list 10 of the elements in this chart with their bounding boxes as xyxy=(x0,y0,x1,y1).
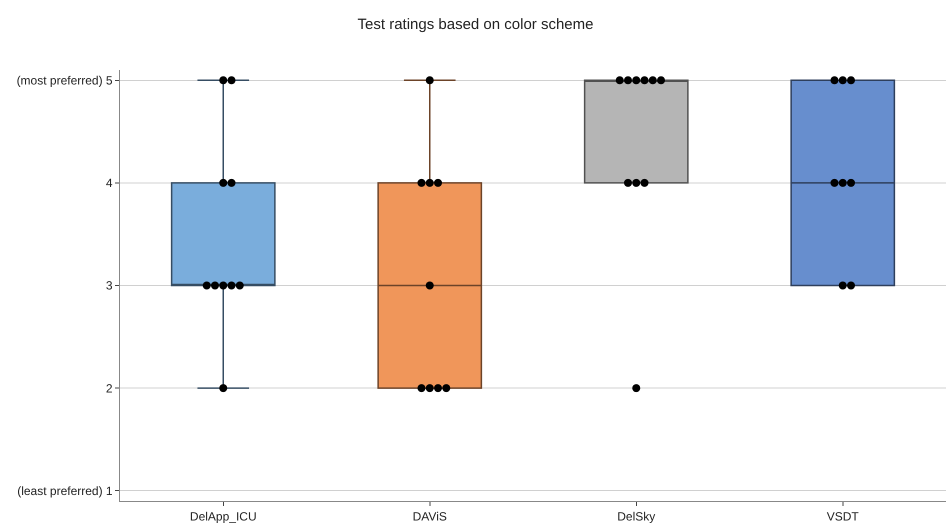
x-tick-label: DAViS xyxy=(412,509,447,524)
chart-title: Test ratings based on color scheme xyxy=(358,16,594,34)
x-tick-label: VSDT xyxy=(826,509,860,524)
y-tick-label: (most preferred) 5 xyxy=(16,73,113,88)
y-tick-label: 2 xyxy=(106,381,113,396)
y-tick-label: 3 xyxy=(106,278,113,293)
x-tick-label: DelSky xyxy=(617,509,656,524)
y-tick-label: (least preferred) 1 xyxy=(17,484,113,498)
x-tick-label: DelApp_ICU xyxy=(190,509,257,524)
y-tick-label: 4 xyxy=(106,176,113,190)
